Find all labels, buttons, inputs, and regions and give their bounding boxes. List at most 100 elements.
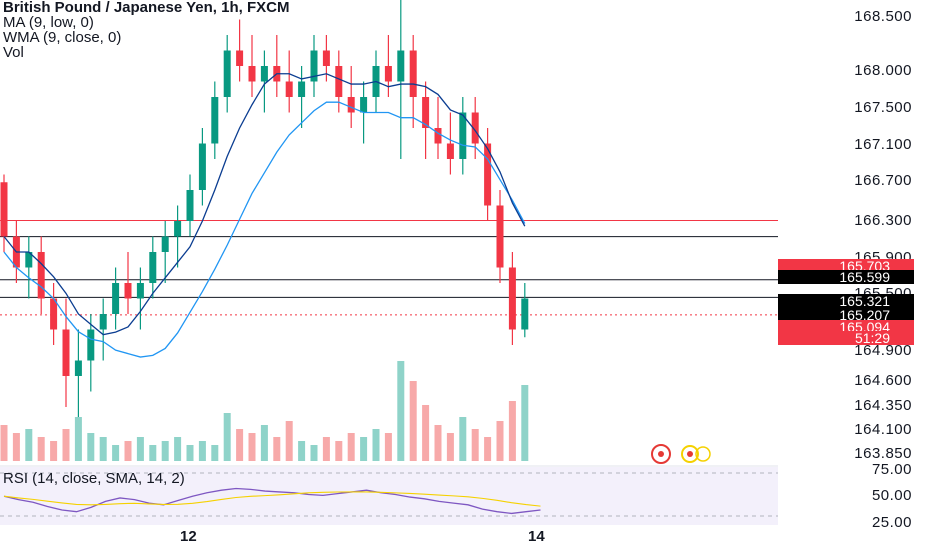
candle-body	[521, 298, 529, 330]
symbol-title[interactable]: British Pound / Japanese Yen, 1h, FXCM	[3, 0, 290, 16]
volume-bar	[149, 445, 157, 461]
volume-bar	[347, 433, 355, 461]
candle-body	[335, 66, 343, 97]
volume-bar	[409, 381, 417, 461]
price-axis-label: 168.500	[854, 8, 912, 25]
candle-body	[50, 298, 58, 330]
volume-bar	[236, 429, 244, 461]
candle-body	[496, 205, 504, 268]
alert-marker-ring	[695, 446, 711, 462]
volume-bar	[335, 441, 343, 461]
candle-body	[99, 314, 107, 330]
volume-bar	[174, 437, 182, 461]
volume-indicator-label[interactable]: Vol	[3, 44, 24, 61]
volume-bar	[223, 413, 231, 461]
candle-body	[211, 97, 219, 144]
ma-line	[3, 101, 526, 358]
candle-body	[112, 283, 120, 314]
candle-body	[0, 182, 8, 237]
candle-body	[236, 50, 244, 66]
price-tag: 165.703	[778, 259, 914, 273]
volume-bar	[397, 361, 405, 461]
rsi-axis-label: 50.00	[871, 487, 912, 504]
price-axis-label: 164.100	[854, 421, 912, 438]
volume-bar	[186, 445, 194, 461]
volume-bar	[124, 441, 132, 461]
wma-indicator-label[interactable]: WMA (9, close, 0)	[3, 29, 122, 46]
candle-body	[360, 97, 368, 113]
candle-body	[285, 81, 293, 97]
candle-body	[347, 97, 355, 113]
rsi-indicator-label[interactable]: RSI (14, close, SMA, 14, 2)	[3, 470, 185, 487]
volume-bar	[434, 425, 442, 461]
volume-bar	[360, 437, 368, 461]
candle-body	[186, 190, 194, 221]
volume-bar	[74, 417, 82, 461]
volume-bar	[50, 441, 58, 461]
price-axis-label: 164.600	[854, 372, 912, 389]
volume-bar	[260, 425, 268, 461]
volume-bar	[521, 385, 529, 461]
volume-bar	[12, 433, 20, 461]
volume-bar	[372, 429, 380, 461]
price-axis-label: 164.900	[854, 342, 912, 359]
candle-body	[459, 112, 467, 159]
price-axis-label: 164.350	[854, 397, 912, 414]
candle-body	[149, 252, 157, 283]
volume-bar	[422, 405, 430, 461]
candle-body	[422, 97, 430, 128]
rsi-line	[3, 487, 541, 515]
candle-body	[174, 221, 182, 237]
volume-bar	[384, 433, 392, 461]
alert-marker-dot	[658, 451, 664, 457]
volume-bar	[471, 429, 479, 461]
ma-indicator-label[interactable]: MA (9, low, 0)	[3, 14, 94, 31]
volume-bar	[508, 401, 516, 461]
volume-bar	[112, 445, 120, 461]
volume-bar	[136, 437, 144, 461]
price-tag: 165.599	[778, 270, 914, 284]
price-tag: 51:29	[778, 331, 914, 345]
volume-bar	[484, 437, 492, 461]
chart-legend: British Pound / Japanese Yen, 1h, FXCM M…	[3, 0, 289, 60]
volume-bar	[99, 437, 107, 461]
candle-body	[434, 128, 442, 144]
price-tag: 165.094	[778, 320, 914, 334]
candle-body	[298, 81, 306, 97]
price-axis-label: 167.100	[854, 136, 912, 153]
candle-body	[384, 66, 392, 82]
candle-body	[260, 66, 268, 82]
candle-body	[484, 143, 492, 206]
candle-body	[62, 329, 70, 376]
alert-marker-icon	[681, 445, 699, 463]
alert-marker-dot	[687, 451, 693, 457]
volume-bar	[322, 437, 330, 461]
candle-body	[136, 283, 144, 299]
volume-bar	[273, 437, 281, 461]
candle-body	[37, 252, 45, 299]
volume-bar	[298, 441, 306, 461]
candle-body	[397, 50, 405, 82]
volume-bar	[285, 421, 293, 461]
candle-body	[87, 329, 95, 361]
volume-bar	[25, 429, 33, 461]
candle-body	[446, 143, 454, 159]
volume-bar	[496, 421, 504, 461]
volume-bar	[446, 433, 454, 461]
candle-body	[223, 50, 231, 97]
rsi-axis-label: 75.00	[871, 461, 912, 478]
price-axis-label: 168.000	[854, 62, 912, 79]
candle-body	[310, 50, 318, 82]
candle-body	[409, 50, 417, 97]
volume-bar	[87, 433, 95, 461]
rsi-sma-line	[3, 491, 541, 507]
volume-bar	[0, 425, 8, 461]
candle-body	[74, 360, 82, 376]
candle-body	[471, 112, 479, 144]
volume-bar	[459, 417, 467, 461]
volume-bar	[161, 441, 169, 461]
candle-body	[508, 267, 516, 330]
price-axis-label: 163.850	[854, 445, 912, 462]
volume-bar	[310, 445, 318, 461]
